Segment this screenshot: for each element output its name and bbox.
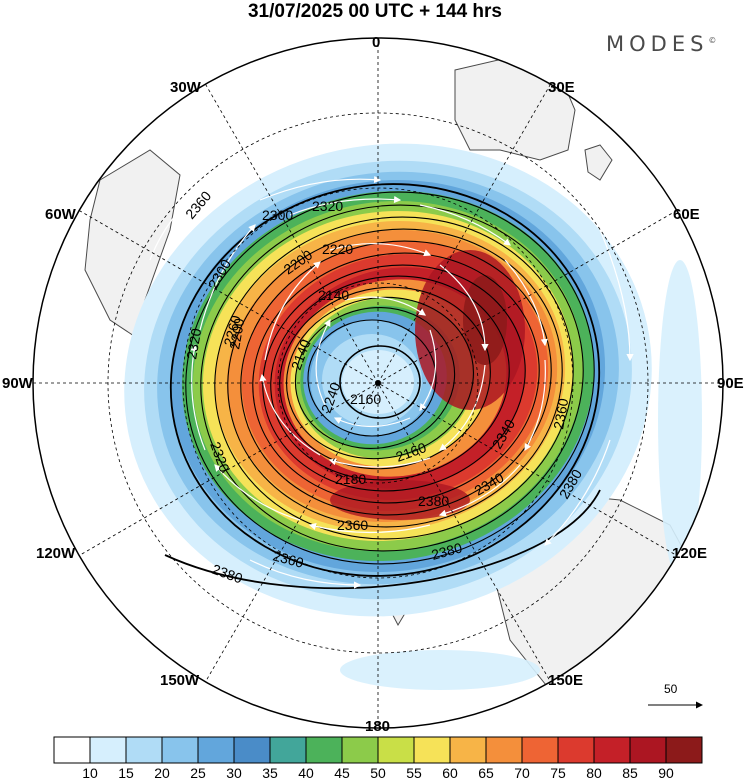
colorbar-swatch (269, 736, 307, 764)
contour-label: 2320 (312, 198, 343, 214)
madagascar-landmass (584, 144, 613, 181)
lon-label-120w: 120W (36, 545, 76, 562)
lon-label-90w: 90W (2, 375, 33, 392)
colorbar-swatch (485, 736, 523, 764)
contour-label: 2360 (271, 547, 305, 571)
colorbar-swatch (521, 736, 559, 764)
lon-label-180: 180 (365, 718, 391, 735)
lon-label-30e: 30E (548, 79, 575, 96)
south-pole-marker (375, 380, 381, 386)
map-border (32, 37, 724, 729)
contour-label: 2180 (335, 471, 366, 487)
colorbar-tick-label: 65 (478, 765, 494, 781)
colorbar (53, 736, 703, 764)
lon-label-0: 0 (372, 34, 381, 51)
colorbar-swatch (413, 736, 451, 764)
colorbar-tick-label: 85 (622, 765, 638, 781)
contour-label: 2140 (318, 287, 349, 303)
lon-label-120e: 120E (672, 545, 708, 562)
colorbar-tick-label: 75 (550, 765, 566, 781)
colorbar-swatch (665, 736, 703, 764)
colorbar-swatch (629, 736, 667, 764)
contour-label: 2360 (337, 517, 368, 533)
contour-label: 2200 (226, 317, 247, 351)
colorbar-swatch (125, 736, 163, 764)
colorbar-tick-label: 30 (226, 765, 242, 781)
wind-vectors (149, 175, 634, 589)
colorbar-swatch (341, 736, 379, 764)
lon-label-150e: 150E (548, 672, 584, 689)
colorbar-tick-label: 40 (298, 765, 314, 781)
colorbar-swatch (233, 736, 271, 764)
contour-label: 2220 (322, 241, 353, 257)
colorbar-tick-label: 60 (442, 765, 458, 781)
colorbar-tick-label: 10 (82, 765, 98, 781)
colorbar-swatch (197, 736, 235, 764)
contour-label: 2160 (350, 391, 381, 407)
colorbar-swatch (593, 736, 631, 764)
map-title: 31/07/2025 00 UTC + 144 hrs (247, 1, 503, 22)
vector-reference-value: 50 (664, 682, 678, 696)
brand-mark: © (708, 36, 717, 45)
lon-label-150w: 150W (160, 672, 200, 689)
colorbar-swatch (53, 736, 91, 764)
colorbar-tick-label: 90 (658, 765, 674, 781)
lon-label-60w: 60W (45, 206, 76, 223)
colorbar-tick-label: 20 (154, 765, 170, 781)
brand-text: MODES (606, 32, 709, 56)
geopotential-contours (164, 183, 601, 590)
colorbar-tick-label: 70 (514, 765, 530, 781)
colorbar-swatch (377, 736, 415, 764)
colorbar-tick-label: 25 (190, 765, 206, 781)
lon-label-90e: 90E (717, 375, 744, 392)
colorbar-tick-label: 80 (586, 765, 602, 781)
colorbar-tick-label: 50 (370, 765, 386, 781)
contour-label: 2360 (550, 397, 571, 431)
colorbar-tick-label: 55 (406, 765, 422, 781)
contour-label: 2260 (220, 313, 244, 347)
contour-label: 2300 (262, 207, 293, 223)
colorbar-swatch (161, 736, 199, 764)
colorbar-swatch (449, 736, 487, 764)
contour-label: 2380 (418, 493, 449, 509)
colorbar-tick-label: 15 (118, 765, 134, 781)
colorbar-tick-label: 35 (262, 765, 278, 781)
brand-logo: MODES© (606, 32, 716, 56)
contour-label: 2320 (183, 327, 204, 361)
contour-label: 2380 (430, 539, 464, 563)
colorbar-swatch (557, 736, 595, 764)
colorbar-tick-label: 45 (334, 765, 350, 781)
africa-landmass (454, 54, 576, 161)
lon-label-60e: 60E (673, 206, 700, 223)
colorbar-swatch (89, 736, 127, 764)
colorbar-swatch (305, 736, 343, 764)
lon-label-30w: 30W (170, 79, 201, 96)
